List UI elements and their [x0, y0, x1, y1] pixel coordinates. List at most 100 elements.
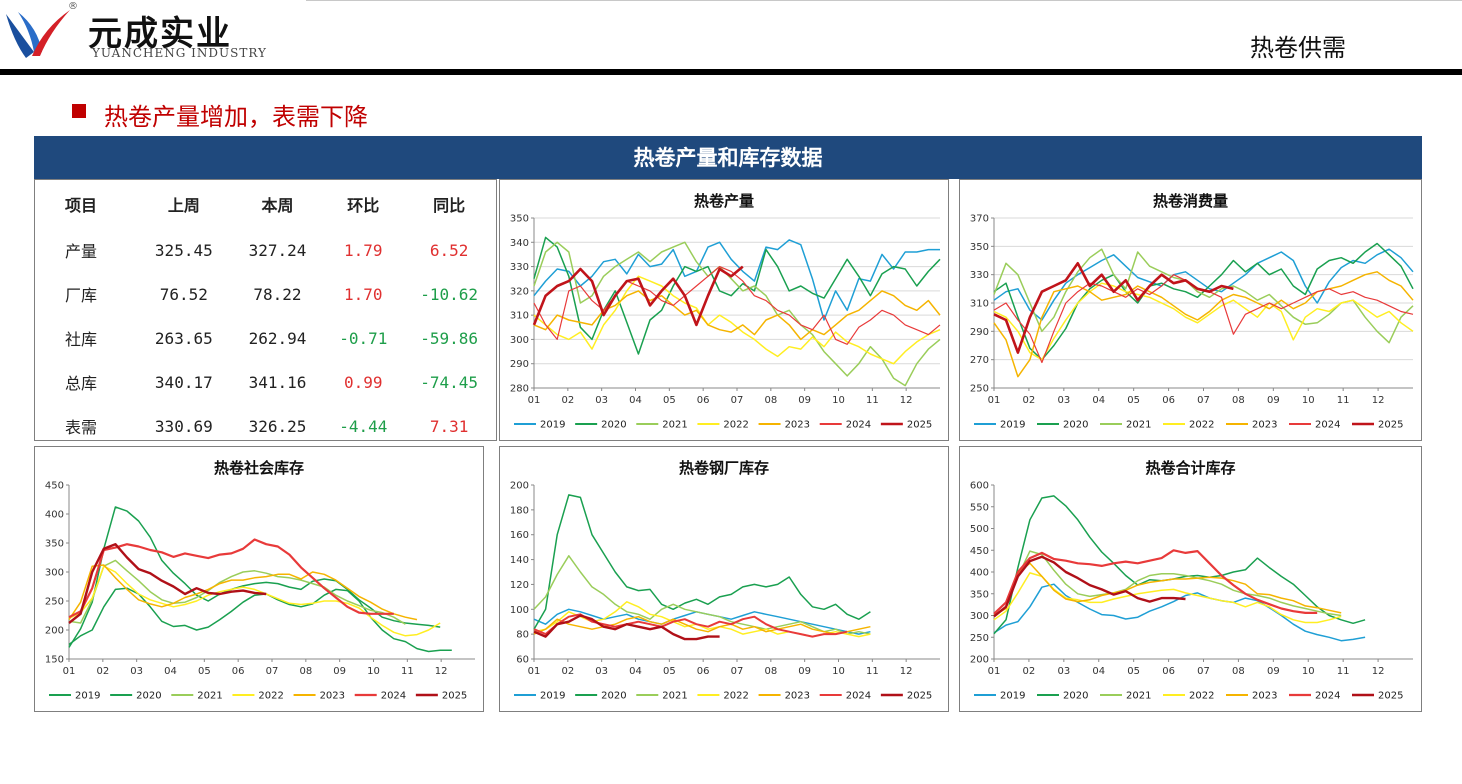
brand-name-en: YUANCHENG INDUSTRY	[92, 46, 267, 60]
cell-prev: 263.65	[154, 328, 213, 348]
x-tick-label: 11	[866, 395, 879, 406]
x-tick-label: 07	[731, 666, 744, 677]
legend-label: 2019	[1000, 420, 1025, 431]
chart-title: 热卷社会库存	[214, 459, 304, 477]
series-line-2019	[68, 587, 452, 653]
x-tick-label: 05	[198, 666, 211, 677]
series-line-2025	[993, 555, 1186, 618]
chart-panel-consumption: 热卷消费量 250 270 290 310 330 350 370 01 02 03 04 05 06 07…	[959, 179, 1422, 441]
legend-label: 2025	[907, 691, 932, 702]
legend-label: 2021	[662, 420, 687, 431]
col-header-item: 项目	[65, 196, 98, 215]
series-line-2022	[993, 282, 1414, 361]
x-tick-label: 05	[663, 395, 676, 406]
headline-bullet-icon	[72, 104, 86, 118]
chart-title: 热卷合计库存	[1145, 459, 1235, 477]
registered-mark: ®	[68, 1, 78, 12]
series-line-2020	[533, 494, 871, 630]
x-tick-label: 07	[1197, 666, 1210, 677]
chart-panel-total-inventory: 热卷合计库存 200 250 300 350 400 450 500 550 600 01 02 03 0…	[959, 446, 1422, 712]
chart-title: 热卷产量	[694, 192, 754, 210]
cell-wow: 1.79	[344, 240, 383, 260]
y-tick-label: 290	[510, 359, 529, 370]
y-tick-label: 120	[510, 580, 529, 591]
x-tick-label: 11	[401, 666, 414, 677]
x-tick-label: 11	[866, 666, 879, 677]
legend-label: 2019	[540, 691, 565, 702]
series-line-2025	[68, 542, 267, 624]
legend-label: 2025	[907, 420, 932, 431]
logo-emblem-icon	[6, 10, 70, 58]
legend-label: 2022	[723, 420, 748, 431]
x-tick-label: 07	[266, 666, 279, 677]
y-tick-label: 350	[970, 589, 989, 600]
cell-wow: 1.70	[344, 284, 383, 304]
y-tick-label: 310	[510, 311, 529, 322]
x-tick-label: 10	[1302, 666, 1315, 677]
legend-label: 2020	[601, 420, 626, 431]
x-tick-label: 10	[832, 666, 845, 677]
y-tick-label: 300	[970, 611, 989, 622]
legend-label: 2020	[136, 691, 161, 702]
y-tick-label: 250	[970, 633, 989, 644]
x-tick-label: 12	[1372, 395, 1385, 406]
y-tick-label: 500	[970, 524, 989, 535]
x-tick-label: 06	[1162, 395, 1175, 406]
y-tick-label: 180	[510, 505, 529, 516]
chart-total-inventory: 热卷合计库存 200 250 300 350 400 450 500 550 600 01 02 03 0…	[970, 459, 1413, 702]
legend-label: 2020	[1063, 691, 1088, 702]
y-tick-label: 350	[510, 214, 529, 225]
cell-prev: 330.69	[154, 416, 213, 436]
series-line-2025	[533, 614, 720, 641]
chart-social-inventory: 热卷社会库存 150 200 250 300 350 400 450 01 02 03 04 05 06 0…	[45, 459, 475, 702]
x-tick-label: 08	[1232, 395, 1245, 406]
y-tick-label: 300	[510, 335, 529, 346]
x-tick-label: 12	[1372, 666, 1385, 677]
series-line-2022	[533, 275, 941, 365]
series-line-2023	[68, 564, 418, 621]
cell-cur: 78.22	[253, 284, 302, 304]
series-line-2021	[533, 241, 941, 387]
series-line-2025	[532, 265, 744, 327]
x-tick-label: 04	[164, 666, 177, 677]
col-header-cur: 本周	[261, 196, 294, 215]
x-tick-label: 05	[663, 666, 676, 677]
x-tick-label: 01	[988, 666, 1001, 677]
x-tick-label: 07	[1197, 395, 1210, 406]
y-tick-label: 100	[510, 605, 529, 616]
table-row: 社库 263.65 262.94 -0.71 -59.86	[35, 316, 496, 360]
cell-cur: 341.16	[248, 372, 307, 392]
legend-label: 2021	[197, 691, 222, 702]
chart-production: 热卷产量 280 290 300 310 320 330 340 350 01 02 03 04 05 06…	[510, 192, 941, 431]
x-tick-label: 04	[629, 395, 642, 406]
y-tick-label: 450	[970, 546, 989, 557]
legend-label: 2023	[1252, 691, 1277, 702]
x-tick-label: 03	[1057, 666, 1070, 677]
x-tick-label: 10	[832, 395, 845, 406]
legend-label: 2025	[1378, 691, 1403, 702]
table-row: 产量 325.45 327.24 1.79 6.52	[35, 228, 496, 272]
x-tick-label: 04	[629, 666, 642, 677]
x-tick-label: 02	[96, 666, 109, 677]
x-tick-label: 08	[299, 666, 312, 677]
y-tick-label: 270	[970, 355, 989, 366]
x-tick-label: 11	[1337, 666, 1350, 677]
chart-title: 热卷消费量	[1153, 192, 1228, 210]
x-tick-label: 10	[367, 666, 380, 677]
brand-name-cn: 元成实业	[88, 14, 232, 54]
series-line-2019	[533, 239, 940, 321]
series-line-2021	[533, 555, 871, 635]
row-label: 表需	[65, 418, 98, 437]
cell-cur: 326.25	[248, 416, 307, 436]
y-tick-label: 350	[970, 242, 989, 253]
header-divider	[0, 69, 1462, 75]
legend-label: 2025	[1378, 420, 1403, 431]
cell-yoy: -59.86	[420, 328, 479, 348]
legend-label: 2019	[75, 691, 100, 702]
y-tick-label: 160	[510, 530, 529, 541]
x-tick-label: 11	[1337, 395, 1350, 406]
x-tick-label: 06	[697, 395, 710, 406]
y-tick-label: 200	[510, 481, 529, 492]
legend-label: 2024	[381, 691, 406, 702]
y-tick-label: 320	[510, 286, 529, 297]
